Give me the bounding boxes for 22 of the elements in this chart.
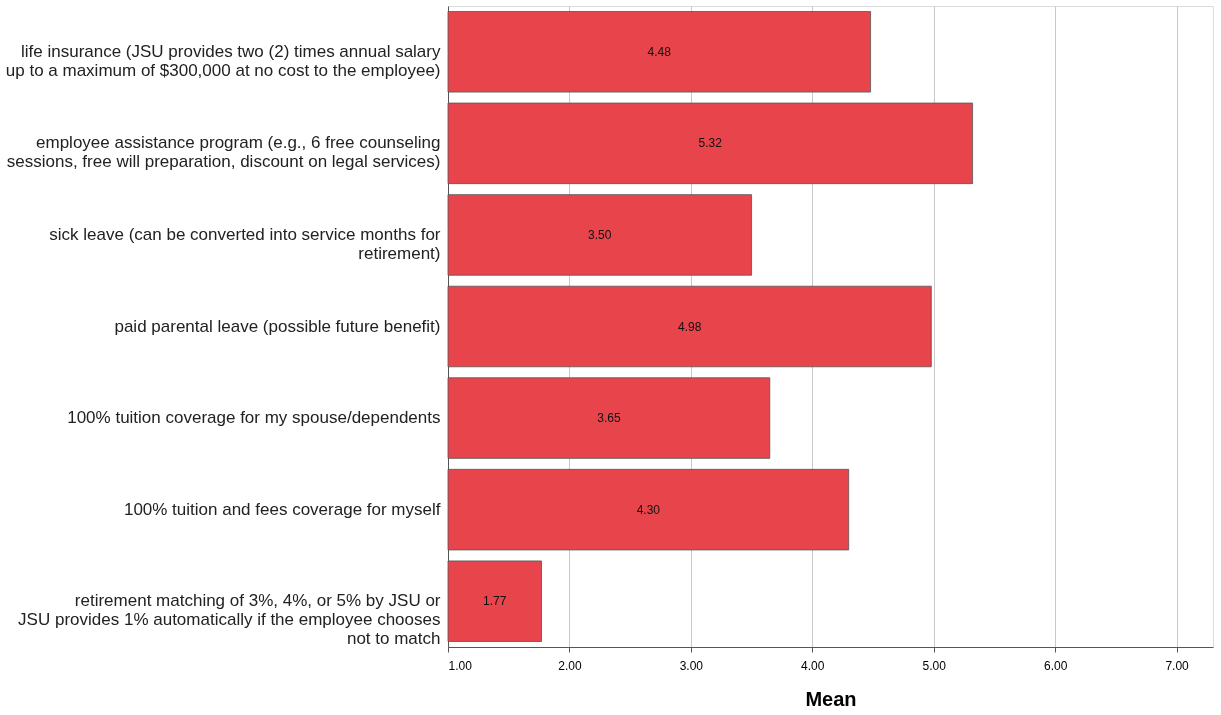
data-label: 4.98 [677,319,702,334]
data-label: 5.32 [698,136,723,151]
y-tick-label: employee assistance program (e.g., 6 free counseling sessions, free will preparation, discount on legal services) [6,133,441,172]
y-tick-label: life insurance (JSU provides two (2) times annual salary up to a maximum of $300,000 at no cost to the employee) [5,41,441,80]
x-tick-label: 2.00 [558,658,582,673]
data-label: 3.65 [597,411,621,426]
y-tick-label: 100% tuition coverage for my spouse/dependents [67,408,441,428]
y-tick-label: paid parental leave (possible future benefit) [114,316,441,336]
data-label: 3.50 [588,227,612,242]
data-label: 4.48 [647,44,672,59]
data-label: 1.77 [483,594,507,609]
x-tick-label: 5.00 [922,658,947,673]
y-tick-label: retirement matching of 3%, 4%, or 5% by JSU or JSU provides 1% automatically if the employee chooses not to match [18,591,441,649]
y-tick-label: sick leave (can be converted into service months for retirement) [49,224,441,263]
data-label: 4.30 [636,502,661,517]
x-tick-label: 4.00 [801,658,825,673]
x-axis-title: Mean [805,687,857,710]
y-tick-label: 100% tuition and fees coverage for myself [123,499,441,519]
x-tick-label: 7.00 [1165,658,1190,673]
x-tick-label: 1.00 [448,658,473,673]
x-tick-label: 3.00 [679,658,704,673]
x-tick-label: 6.00 [1043,658,1068,673]
